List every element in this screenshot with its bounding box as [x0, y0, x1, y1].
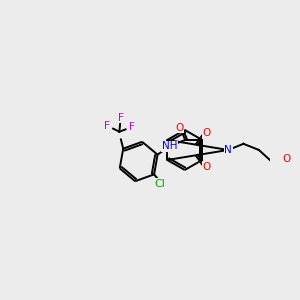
- Text: O: O: [202, 128, 210, 138]
- Text: F: F: [129, 122, 135, 132]
- Text: O: O: [202, 161, 210, 172]
- Text: O: O: [282, 154, 290, 164]
- Text: N: N: [224, 145, 232, 155]
- Text: F: F: [118, 113, 124, 123]
- Text: O: O: [176, 123, 184, 133]
- Text: F: F: [104, 121, 110, 130]
- Text: NH: NH: [162, 141, 177, 151]
- Text: Cl: Cl: [155, 178, 166, 189]
